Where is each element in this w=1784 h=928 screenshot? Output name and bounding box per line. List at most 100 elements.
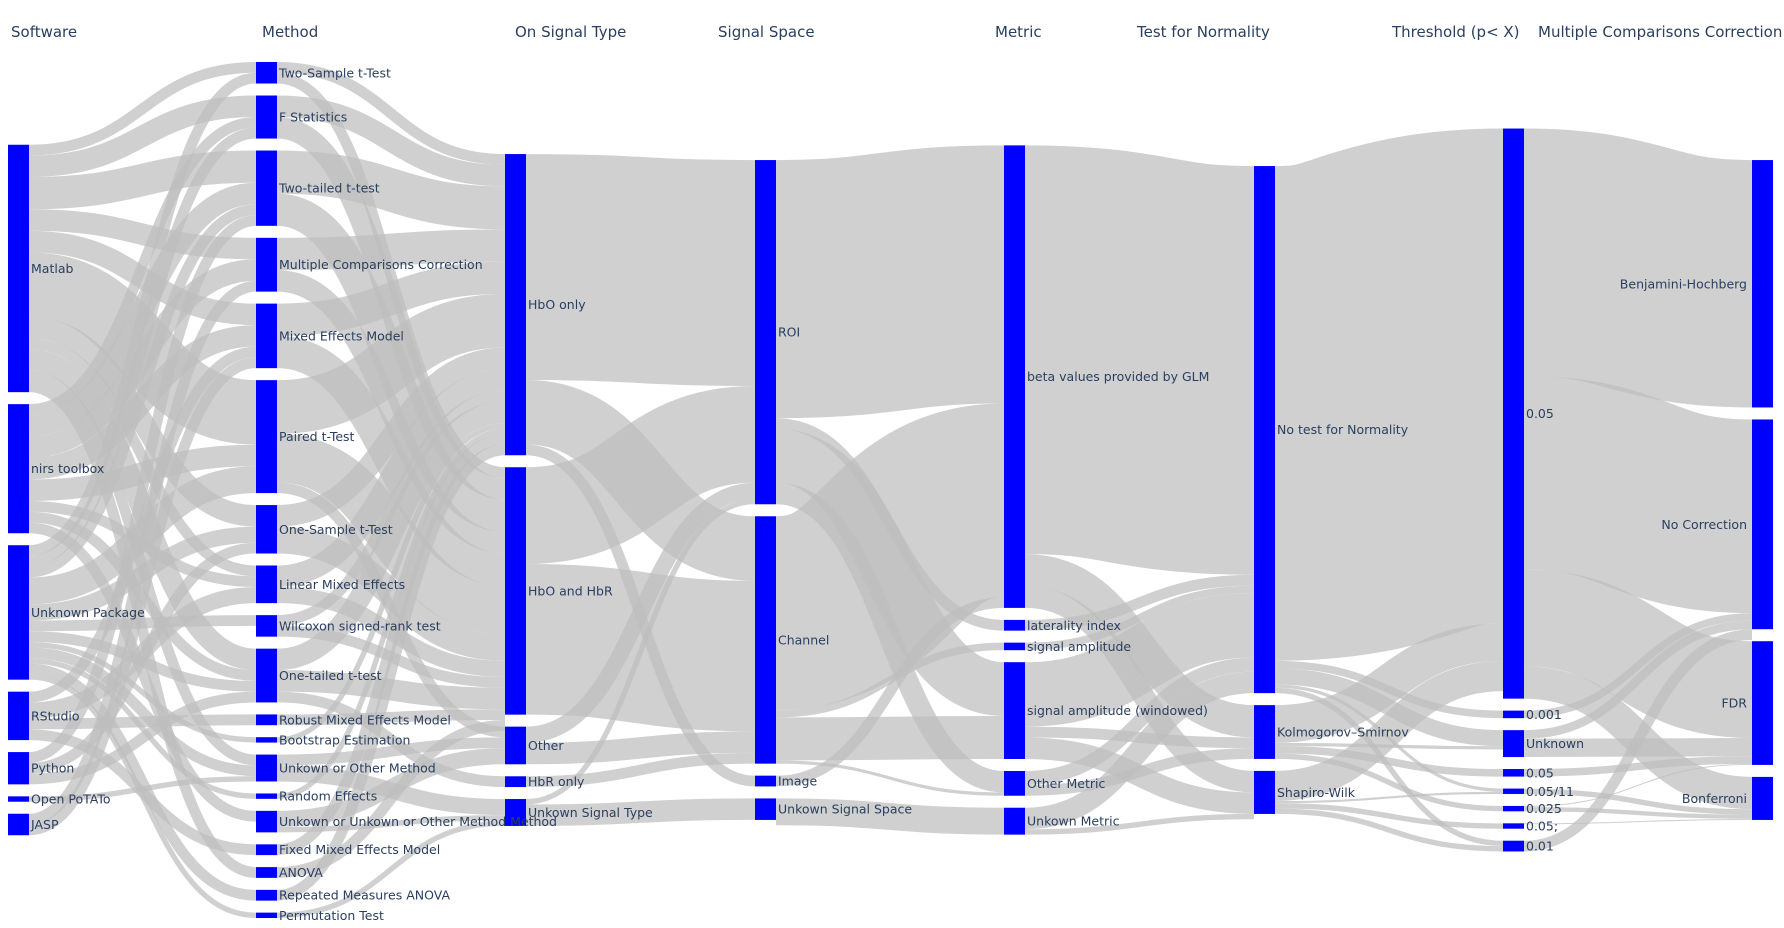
sankey-node[interactable] xyxy=(505,726,526,765)
sankey-node[interactable] xyxy=(8,752,29,785)
node-label: RStudio xyxy=(31,708,80,723)
sankey-node[interactable] xyxy=(256,95,277,139)
sankey-node[interactable] xyxy=(256,844,277,856)
sankey-link xyxy=(28,658,257,799)
sankey-node[interactable] xyxy=(8,144,29,393)
sankey-node[interactable] xyxy=(1503,788,1524,794)
node-label: Random Effects xyxy=(279,789,377,804)
sankey-node[interactable] xyxy=(1004,662,1025,759)
column-title: Multiple Comparisons Correction xyxy=(1538,23,1782,41)
sankey-node[interactable] xyxy=(1503,840,1524,852)
sankey-link xyxy=(525,498,756,805)
sankey-node[interactable] xyxy=(8,691,29,741)
sankey-link xyxy=(775,760,1005,796)
sankey-link xyxy=(1024,574,1255,631)
sankey-link xyxy=(28,691,257,785)
sankey-link xyxy=(524,385,757,565)
sankey-node[interactable] xyxy=(256,150,277,226)
sankey-node[interactable] xyxy=(8,545,29,680)
sankey-node[interactable] xyxy=(256,737,277,743)
sankey-node[interactable] xyxy=(256,303,277,369)
sankey-link xyxy=(276,748,506,827)
sankey-node[interactable] xyxy=(256,615,277,637)
sankey-node[interactable] xyxy=(755,798,776,820)
sankey-node[interactable] xyxy=(1503,823,1524,829)
sankey-link xyxy=(1523,620,1753,739)
sankey-link xyxy=(28,346,257,703)
sankey-node[interactable] xyxy=(505,467,526,715)
sankey-link xyxy=(276,691,506,788)
sankey-node[interactable] xyxy=(1752,419,1773,630)
node-label: Image xyxy=(778,774,817,789)
node-label: 0.05 xyxy=(1526,765,1554,780)
sankey-node[interactable] xyxy=(1004,807,1025,835)
sankey-link xyxy=(276,261,506,336)
node-label: ROI xyxy=(778,325,800,340)
sankey-node[interactable] xyxy=(755,160,776,505)
sankey-node[interactable] xyxy=(1503,805,1524,812)
sankey-node[interactable] xyxy=(256,648,277,703)
sankey-link xyxy=(1024,671,1255,830)
sankey-node[interactable] xyxy=(1503,769,1524,777)
sankey-node[interactable] xyxy=(256,62,277,84)
node-label: Channel xyxy=(778,632,829,647)
node-label: signal amplitude (windowed) xyxy=(1027,703,1208,718)
sankey-node[interactable] xyxy=(256,505,277,554)
sankey-link xyxy=(276,293,506,434)
sankey-link xyxy=(1274,791,1504,804)
sankey-node[interactable] xyxy=(256,754,277,782)
sankey-node[interactable] xyxy=(1004,770,1025,796)
sankey-node[interactable] xyxy=(256,912,277,918)
column-title: On Signal Type xyxy=(515,23,626,41)
sankey-node[interactable] xyxy=(1254,770,1275,814)
sankey-node[interactable] xyxy=(1752,160,1773,408)
sankey-link xyxy=(28,280,257,825)
sankey-node[interactable] xyxy=(755,775,776,787)
sankey-node[interactable] xyxy=(256,714,277,726)
node-label: One-Sample t-Test xyxy=(279,522,393,537)
sankey-node[interactable] xyxy=(755,516,776,764)
sankey-node[interactable] xyxy=(1254,705,1275,759)
sankey-node[interactable] xyxy=(256,867,277,878)
sankey-link xyxy=(525,154,756,386)
sankey-node[interactable] xyxy=(1254,166,1275,694)
sankey-node[interactable] xyxy=(8,813,29,836)
sankey-link xyxy=(276,369,506,588)
sankey-node[interactable] xyxy=(505,154,526,456)
sankey-node[interactable] xyxy=(1004,145,1025,608)
sankey-node[interactable] xyxy=(1752,776,1773,820)
sankey-link xyxy=(276,62,506,165)
sankey-link xyxy=(276,150,506,230)
sankey-node[interactable] xyxy=(8,404,29,534)
node-label: Other xyxy=(528,738,564,753)
node-label: Mixed Effects Model xyxy=(279,328,404,343)
sankey-link xyxy=(276,422,506,743)
sankey-node[interactable] xyxy=(256,810,277,833)
node-label: 0.025 xyxy=(1526,801,1562,816)
column-titles: Software Method On Signal Type Signal Space… xyxy=(11,23,1782,41)
sankey-node[interactable] xyxy=(8,796,29,802)
sankey-link xyxy=(28,316,257,527)
sankey-node[interactable] xyxy=(256,793,277,799)
sankey-node[interactable] xyxy=(1503,710,1524,719)
sankey-node[interactable] xyxy=(1503,730,1524,758)
node-label: nirs toolbox xyxy=(31,461,104,476)
sankey-link xyxy=(276,347,506,527)
sankey-link xyxy=(276,95,506,187)
sankey-node[interactable] xyxy=(256,565,277,604)
sankey-node[interactable] xyxy=(1004,619,1025,631)
node-label: Kolmogorov–Smirnov xyxy=(1277,725,1409,740)
sankey-node[interactable] xyxy=(505,799,526,826)
sankey-link xyxy=(276,526,506,661)
sankey-link xyxy=(775,597,1005,787)
sankey-link xyxy=(1274,687,1504,847)
sankey-node[interactable] xyxy=(1004,642,1025,651)
sankey-node[interactable] xyxy=(505,776,526,788)
sankey-node[interactable] xyxy=(256,380,277,494)
sankey-node[interactable] xyxy=(1752,641,1773,765)
sankey-node[interactable] xyxy=(256,237,277,292)
sankey-node[interactable] xyxy=(1503,128,1524,699)
node-label: Fixed Mixed Effects Model xyxy=(279,842,440,857)
sankey-node[interactable] xyxy=(256,889,277,901)
sankey-link xyxy=(1523,763,1753,808)
